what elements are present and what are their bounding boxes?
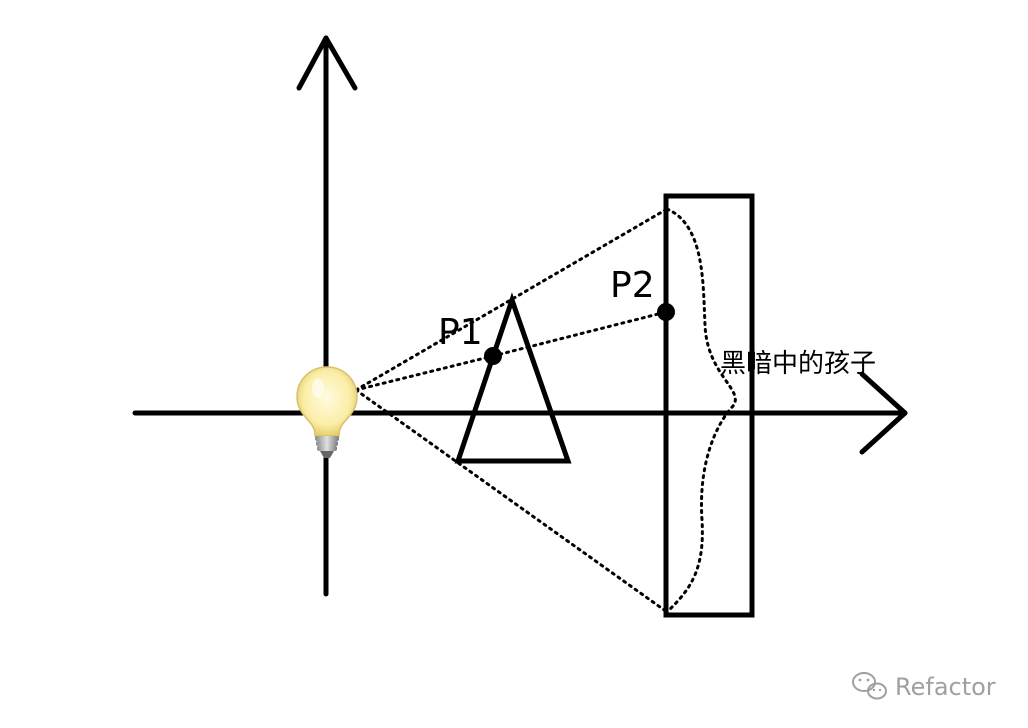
ray-top <box>354 207 669 392</box>
light-rays <box>354 207 669 614</box>
x-axis-arrowhead <box>859 371 908 455</box>
ray-bottom <box>354 388 669 614</box>
light-bulb-icon <box>296 366 358 458</box>
label-p2: P2 <box>610 265 655 306</box>
ray-p1-to-p2 <box>491 310 668 358</box>
triangle-occluder <box>454 292 572 464</box>
wechat-icon <box>852 672 887 700</box>
watermark-text: Refactor <box>895 673 996 701</box>
point-p1 <box>484 347 502 365</box>
screen-rectangle <box>663 193 755 618</box>
ray-to-p1 <box>354 354 495 392</box>
watermark: Refactor <box>852 672 996 701</box>
y-axis-arrowhead <box>296 35 358 91</box>
label-dark-region: 黑暗中的孩子 <box>720 349 876 379</box>
label-p1: P1 <box>438 312 483 353</box>
point-p2 <box>657 303 675 321</box>
axes <box>132 35 908 597</box>
illumination-curve <box>665 207 737 614</box>
